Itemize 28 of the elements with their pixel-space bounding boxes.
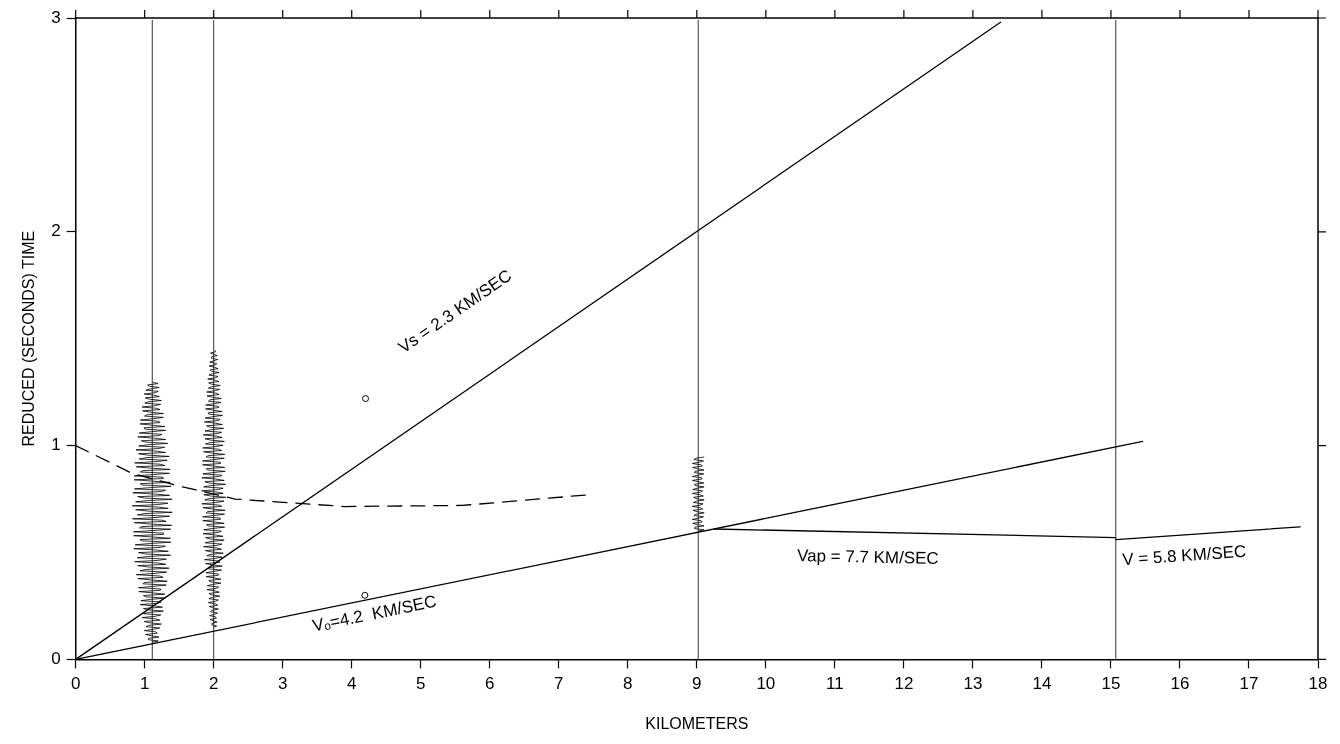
y-tick-label: 3: [51, 7, 61, 27]
annotation: V = 5.8 KM/SEC: [1121, 541, 1247, 570]
x-tick-label: 1: [139, 674, 150, 694]
x-tick-label: 16: [1170, 674, 1190, 694]
x-tick-label: 9: [692, 674, 702, 694]
annotation: Vₒ=4.2 KM/SEC: [310, 591, 438, 636]
y-axis-title: REDUCED (SECONDS) TIME: [20, 230, 38, 447]
x-tick-label: 12: [894, 674, 914, 694]
annotation: Vap = 7.7 KM/SEC: [796, 546, 939, 569]
x-tick-label: 4: [347, 674, 357, 694]
x-tick-label: 17: [1239, 674, 1259, 694]
x-tick-label: 0: [70, 674, 81, 694]
x-tick-label: 3: [277, 674, 288, 694]
y-tick-label: 0: [51, 649, 61, 669]
x-tick-label: 15: [1101, 674, 1121, 694]
x-tick-label: 14: [1032, 674, 1052, 694]
y-tick-label: 1: [51, 435, 61, 455]
x-tick-label: 18: [1308, 674, 1328, 694]
x-tick-label: 11: [826, 674, 844, 694]
x-tick-label: 7: [554, 674, 564, 694]
y-tick-label: 2: [51, 221, 61, 241]
x-tick-label: 5: [416, 674, 426, 694]
x-tick-label: 8: [623, 674, 633, 694]
x-tick-label: 13: [963, 674, 983, 694]
x-tick-label: 10: [756, 674, 776, 694]
x-axis-title: KILOMETERS: [645, 714, 749, 732]
x-tick-label: 2: [208, 674, 219, 694]
x-tick-label: 6: [485, 674, 495, 694]
